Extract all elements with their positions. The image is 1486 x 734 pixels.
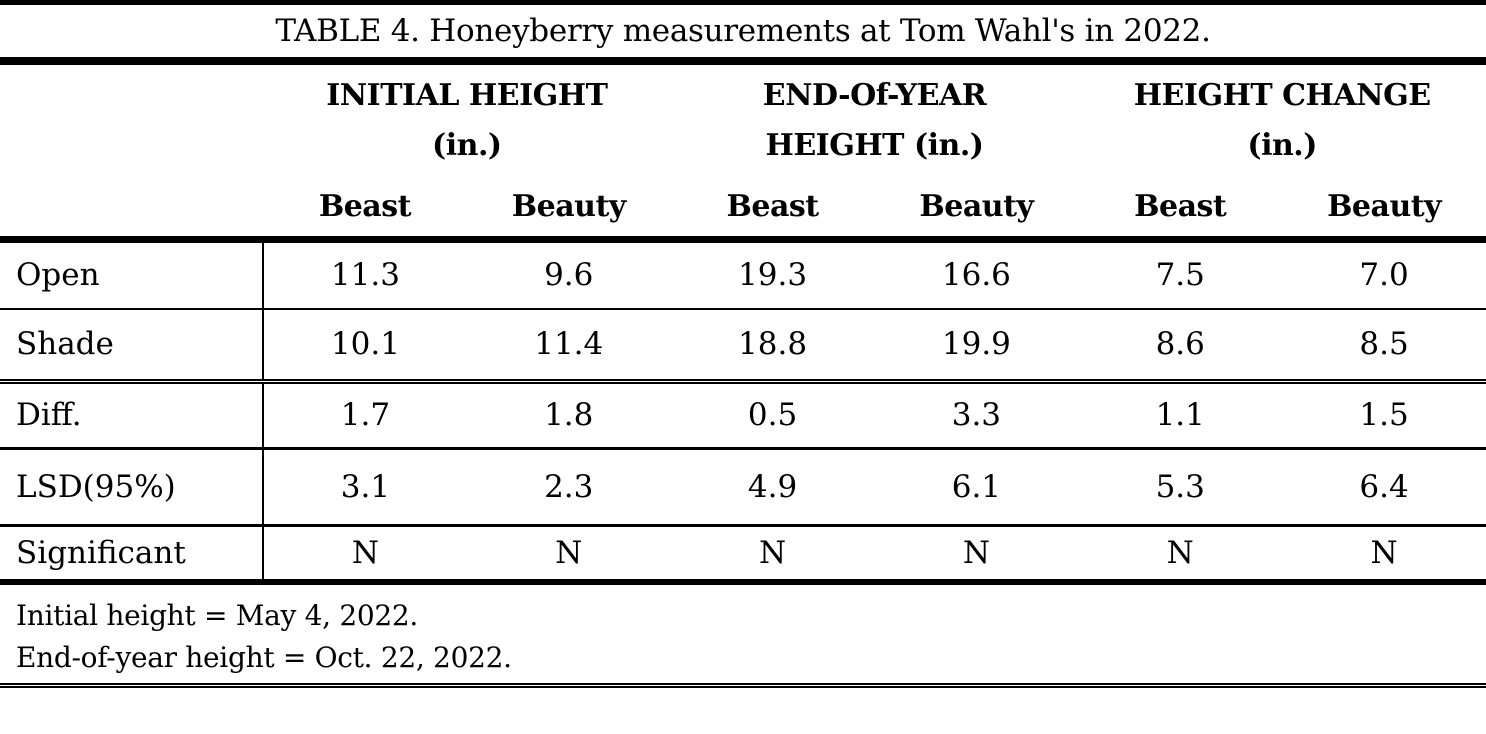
column-group-header-row: INITIAL HEIGHT (in.) END-Of-YEAR HEIGHT …	[0, 65, 1486, 177]
footnote-initial-height: Initial height = May 4, 2022.	[16, 599, 418, 632]
data-cell: 1.1	[1078, 381, 1283, 450]
data-cell: 3.1	[263, 448, 467, 527]
column-group-initial-height: INITIAL HEIGHT (in.)	[263, 65, 671, 177]
data-cell: 8.6	[1078, 309, 1283, 384]
title-row: TABLE 4. Honeyberry measurements at Tom …	[0, 5, 1486, 65]
column-header-beauty: Beauty	[874, 177, 1079, 243]
footnote-end-of-year-height: End-of-year height = Oct. 22, 2022.	[16, 641, 512, 674]
data-cell: 0.5	[670, 381, 875, 450]
data-cell: N	[263, 525, 467, 585]
column-group-end-of-year-height: END-Of-YEAR HEIGHT (in.)	[671, 65, 1079, 177]
data-cell: 11.4	[466, 309, 671, 384]
data-cell: 16.6	[874, 239, 1079, 310]
data-cell: 7.5	[1078, 239, 1283, 310]
top-rule	[0, 0, 1486, 5]
data-cell: 5.3	[1078, 448, 1283, 527]
column-group-label: INITIAL HEIGHT	[326, 78, 608, 113]
data-cell: 6.1	[874, 448, 1079, 527]
row-label-column-header	[0, 65, 263, 177]
column-group-unit: HEIGHT (in.)	[765, 128, 984, 163]
column-header-beauty: Beauty	[466, 177, 671, 243]
row-label: Shade	[0, 309, 264, 384]
data-cell: N	[466, 525, 671, 585]
data-cell: N	[1282, 525, 1486, 585]
table-row-open: Open 11.3 9.6 19.3 16.6 7.5 7.0	[0, 239, 1486, 310]
variety-header-row: Beast Beauty Beast Beauty Beast Beauty	[0, 177, 1486, 243]
row-label: Significant	[0, 525, 264, 585]
column-group-label: HEIGHT CHANGE	[1133, 78, 1431, 113]
row-label: Diff.	[0, 381, 264, 450]
column-group-height-change: HEIGHT CHANGE (in.)	[1078, 65, 1486, 177]
column-group-unit: (in.)	[432, 128, 502, 163]
data-cell: 1.5	[1282, 381, 1486, 450]
row-label: Open	[0, 239, 264, 310]
data-cell: 1.7	[263, 381, 467, 450]
table-row-diff: Diff. 1.7 1.8 0.5 3.3 1.1 1.5	[0, 381, 1486, 450]
data-cell: 11.3	[263, 239, 467, 310]
data-cell: 2.3	[466, 448, 671, 527]
honeyberry-table: INITIAL HEIGHT (in.) END-Of-YEAR HEIGHT …	[0, 65, 1486, 585]
data-cell: N	[670, 525, 875, 585]
table-row-significant: Significant N N N N N N	[0, 525, 1486, 585]
table-row-lsd: LSD(95%) 3.1 2.3 4.9 6.1 5.3 6.4	[0, 448, 1486, 527]
data-cell: 4.9	[670, 448, 875, 527]
column-group-unit: (in.)	[1247, 128, 1317, 163]
data-cell: N	[1078, 525, 1283, 585]
data-cell: N	[874, 525, 1079, 585]
column-header-beast: Beast	[1078, 177, 1283, 243]
table-row-shade: Shade 10.1 11.4 18.8 19.9 8.6 8.5	[0, 309, 1486, 384]
data-cell: 8.5	[1282, 309, 1486, 384]
column-header-beauty: Beauty	[1282, 177, 1486, 243]
data-cell: 9.6	[466, 239, 671, 310]
empty-header-cell	[0, 177, 263, 243]
data-cell: 19.3	[670, 239, 875, 310]
data-cell: 7.0	[1282, 239, 1486, 310]
table-title: TABLE 4. Honeyberry measurements at Tom …	[275, 13, 1211, 49]
column-header-beast: Beast	[263, 177, 467, 243]
data-cell: 1.8	[466, 381, 671, 450]
data-cell: 6.4	[1282, 448, 1486, 527]
column-header-beast: Beast	[670, 177, 875, 243]
data-cell: 19.9	[874, 309, 1079, 384]
column-group-label: END-Of-YEAR	[762, 78, 987, 113]
data-cell: 3.3	[874, 381, 1079, 450]
row-label: LSD(95%)	[0, 448, 264, 527]
data-cell: 18.8	[670, 309, 875, 384]
data-cell: 10.1	[263, 309, 467, 384]
table-footnotes: Initial height = May 4, 2022. End-of-yea…	[0, 585, 1486, 688]
